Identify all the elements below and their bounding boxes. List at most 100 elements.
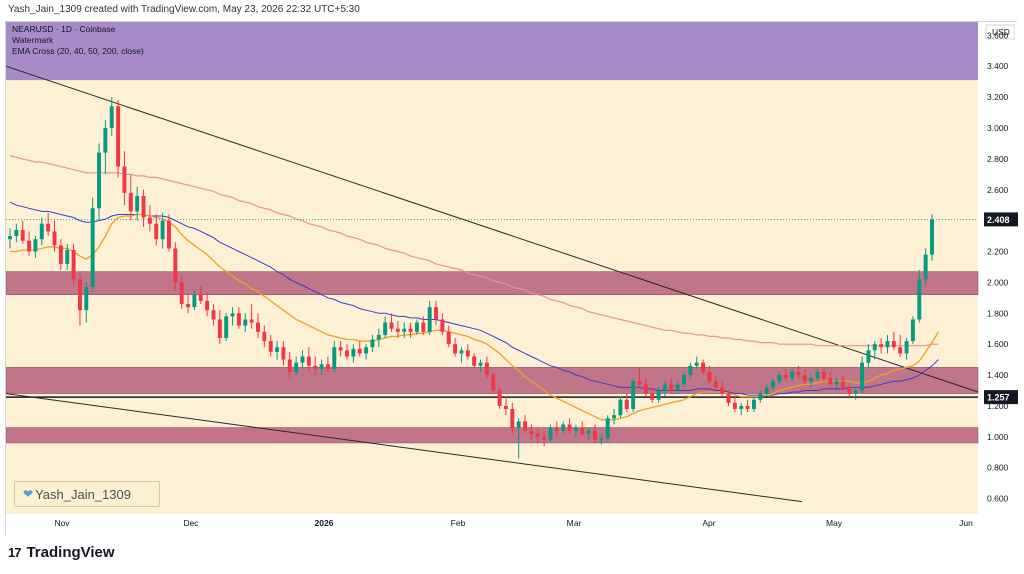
candle-body [90,208,95,288]
candle-body [504,405,508,410]
candle-body [484,362,489,376]
candle-body [459,350,464,354]
candle-body [33,239,38,252]
price-tick-label: 0.600 [987,494,1009,504]
candle-body [281,347,286,360]
candle-body [147,217,152,224]
candle-body [580,427,585,434]
candle-body [586,430,591,434]
level-badge [984,390,1018,405]
candle-body [122,166,127,193]
descending-resistance-line [6,65,979,393]
candle-body [491,375,496,391]
candle-body [643,384,648,394]
candle-body [402,328,407,332]
watermark-label[interactable]: Watermark [12,35,54,45]
candle-body [141,195,146,218]
last-price-badge [984,212,1018,227]
candle-body [593,430,597,440]
candle-body [739,405,744,410]
price-tick-label: 1.000 [987,432,1009,442]
price-tick-label: 1.400 [987,370,1009,380]
candle-body [535,433,540,437]
candle-body [510,409,515,428]
candle-body [427,307,432,332]
candlestick-chart[interactable]: 0.600 0.800 1.000 1.200 1.400 1.600 1.800 2.000… [6,22,1018,536]
candle-body [446,331,451,345]
candle-body [605,418,610,439]
time-tick-label: Jun [959,518,973,528]
candle-body [77,279,82,311]
candle-body [192,294,197,308]
candle-body [764,387,769,394]
candle-body [910,319,915,342]
candle-body [650,393,655,400]
candle-body [624,399,629,410]
time-axis-background [6,514,978,536]
candle-body [802,375,807,382]
candle-body [701,362,706,372]
candle-body [65,249,70,264]
candle-body [637,381,642,385]
candle-body [853,390,858,394]
candle-body [828,378,833,385]
descending-support-line [6,393,803,503]
candle-body [58,245,63,264]
chart-credit: Yash_Jain_1309 created with TradingView.… [8,4,360,15]
candle-body [732,402,737,410]
author-watermark: ❤ Yash_Jain_1309 [14,481,160,507]
candle-body [923,254,928,280]
price-tick-label: 3.400 [987,61,1009,71]
candle-body [52,231,57,246]
candle-body [542,436,547,440]
candle-body [351,348,356,357]
price-tick-label: 3.200 [987,92,1009,102]
candle-body [71,249,76,280]
candle-body [275,347,280,352]
candle-body [249,319,254,323]
symbol-label[interactable]: NEARUSD · 1D · Coinbase [12,24,116,34]
price-tick-label: 2.000 [987,277,1009,287]
candle-body [383,322,388,335]
indicator-label[interactable]: EMA Cross (20, 40, 50, 200, close) [12,46,144,56]
watermark-text: Yash_Jain_1309 [35,486,131,502]
time-tick-label: May [826,518,843,528]
candle-body [694,362,699,366]
candle-body [879,344,884,348]
candle-body [860,362,865,391]
candle-body [414,322,419,332]
candle-body [154,223,159,240]
time-tick-label: 2026 [315,518,334,528]
candle-body [631,381,636,410]
candle-body [332,347,337,369]
candle-body [930,219,934,255]
tradingview-logo-icon: 17 [8,545,22,560]
candle-body [675,384,680,391]
candle-body [39,223,44,240]
candle-body [796,371,801,376]
candle-body [523,421,528,431]
candle-body [243,319,248,326]
candle-body [364,347,369,354]
price-tick-label: 1.200 [987,401,1009,411]
ema-20-line [10,213,939,421]
candle-body [306,356,311,366]
candle-body [236,313,241,326]
candle-body [554,427,559,431]
candle-body [14,229,19,237]
candle-body [198,294,203,301]
candle-body [186,304,191,308]
candle-body [325,364,330,369]
candle-body [84,287,89,311]
tradingview-footer[interactable]: 17 TradingView [8,544,115,561]
candle-body [917,279,922,320]
candle-body [815,371,820,379]
time-tick-label: Dec [183,518,199,528]
candle-body [898,347,903,354]
candle-body [205,300,210,311]
candle-body [809,378,814,382]
price-tick-label: 2.800 [987,154,1009,164]
candle-body [771,381,776,388]
candle-body [370,339,375,348]
candle-body [97,152,101,209]
